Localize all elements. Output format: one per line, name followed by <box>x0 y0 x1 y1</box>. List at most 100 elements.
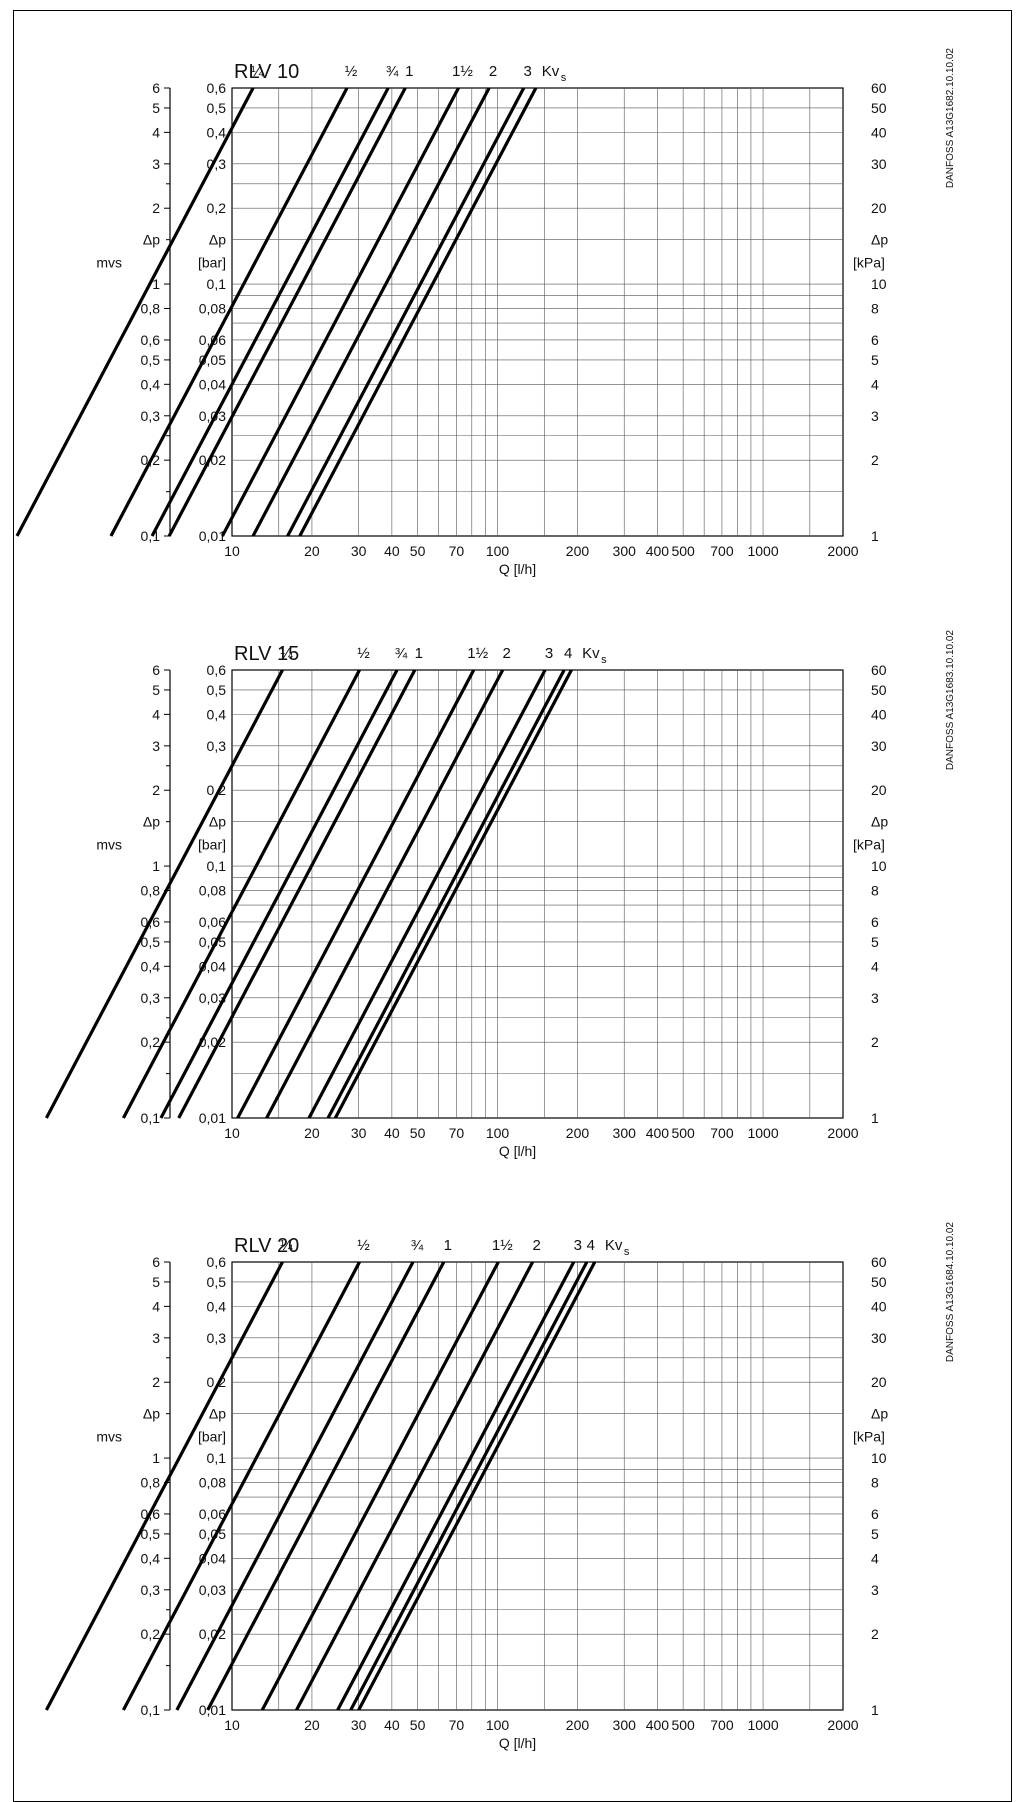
x-tick-label: 10 <box>224 1125 240 1141</box>
bar-tick-label: 0,4 <box>207 706 227 722</box>
kpa-tick-label: 40 <box>871 124 887 140</box>
series-line-2 <box>121 669 361 1119</box>
mvs-tick-label: 0,8 <box>141 1474 161 1490</box>
bar-tick-label: 0,5 <box>207 682 227 698</box>
bar-tick-label: 0,1 <box>207 1450 227 1466</box>
series-line-9 <box>333 669 573 1119</box>
series-label: 2 <box>503 645 511 662</box>
mvs-tick-label: 1 <box>152 276 160 292</box>
x-tick-label: 100 <box>486 1125 510 1141</box>
chart-panel-2: 10 20 30 40 50 70 100 200 300 400 500 700 1000 2000 Q … <box>44 630 956 1159</box>
mvs-unit-label: mvs <box>96 1429 122 1445</box>
mvs-tick-label: 0,1 <box>141 1702 161 1718</box>
series-label: ½ <box>357 1237 370 1254</box>
kpa-tick-label: 20 <box>871 1374 887 1390</box>
mvs-tick-label: 6 <box>152 662 160 678</box>
chart-title: RLV 20 <box>234 1235 299 1257</box>
bar-tick-label: 0,06 <box>199 1506 226 1522</box>
kpa-tick-label: 10 <box>871 858 887 874</box>
bar-unit-label: [bar] <box>198 1429 226 1445</box>
kpa-tick-label: 30 <box>871 156 887 172</box>
series-line-6 <box>265 669 505 1119</box>
x-tick-label: 50 <box>410 1717 426 1733</box>
drawing-code: DANFOSS A13G1683.10.10.02 <box>945 630 956 771</box>
mvs-tick-label: 4 <box>152 124 160 140</box>
mvs-tick-label: 1 <box>152 858 160 874</box>
series-label: 3 <box>545 645 553 662</box>
x-tick-label: 200 <box>566 1717 590 1733</box>
bar-tick-label: 0,01 <box>199 1702 226 1718</box>
mvs-delta-p-label: Δp <box>143 814 160 830</box>
mvs-tick-label: 2 <box>152 200 160 216</box>
bar-delta-p-label: Δp <box>209 232 226 248</box>
x-axis-label: Q [l/h] <box>499 1735 536 1751</box>
x-tick-label: 70 <box>449 1125 465 1141</box>
bar-tick-label: 0,2 <box>207 200 227 216</box>
x-tick-label: 2000 <box>827 1717 858 1733</box>
bar-tick-label: 0,04 <box>199 376 226 392</box>
series-label: ¾ <box>386 63 399 80</box>
series-line-7 <box>336 1261 576 1711</box>
series-line-4 <box>167 87 407 537</box>
series-label: ½ <box>357 645 370 662</box>
x-tick-label: 400 <box>646 1717 670 1733</box>
x-tick-label: 70 <box>449 543 465 559</box>
bar-delta-p-label: Δp <box>209 1406 226 1422</box>
kv-label: Kv <box>582 645 600 662</box>
mvs-tick-label: 0,8 <box>141 300 161 316</box>
bar-tick-label: 0,3 <box>207 1330 227 1346</box>
kpa-tick-label: 3 <box>871 1582 879 1598</box>
x-tick-label: 20 <box>304 1717 320 1733</box>
chart-panel-1: 10 20 30 40 50 70 100 200 300 400 500 700 1000 2000 Q … <box>15 48 956 577</box>
series-label: 1½ <box>492 1237 513 1254</box>
bar-tick-label: 0,01 <box>199 528 226 544</box>
series-label: 1½ <box>452 63 473 80</box>
kpa-delta-p-label: Δp <box>871 814 888 830</box>
mvs-delta-p-label: Δp <box>143 232 160 248</box>
series-label: 2 <box>532 1237 540 1254</box>
kpa-unit-label: [kPa] <box>853 255 885 271</box>
kpa-tick-label: 1 <box>871 528 879 544</box>
x-tick-label: 100 <box>486 1717 510 1733</box>
x-tick-label: 700 <box>710 543 734 559</box>
x-tick-label: 10 <box>224 543 240 559</box>
x-axis-label: Q [l/h] <box>499 561 536 577</box>
mvs-tick-label: 0,1 <box>141 1110 161 1126</box>
x-tick-label: 500 <box>671 1717 695 1733</box>
kpa-tick-label: 5 <box>871 934 879 950</box>
mvs-tick-label: 3 <box>152 156 160 172</box>
series-line-3 <box>150 87 390 537</box>
x-tick-label: 30 <box>351 1717 367 1733</box>
kpa-tick-label: 6 <box>871 332 879 348</box>
x-tick-label: 40 <box>384 1125 400 1141</box>
kpa-unit-label: [kPa] <box>853 837 885 853</box>
bar-tick-label: 0,6 <box>207 662 227 678</box>
x-tick-label: 1000 <box>747 543 778 559</box>
mvs-tick-label: 0,3 <box>141 990 161 1006</box>
series-label: 1 <box>405 63 413 80</box>
mvs-tick-label: 0,3 <box>141 1582 161 1598</box>
kpa-tick-label: 8 <box>871 1474 879 1490</box>
x-tick-label: 1000 <box>747 1717 778 1733</box>
bar-tick-label: 0,06 <box>199 914 226 930</box>
x-tick-label: 50 <box>410 543 426 559</box>
series-line-3 <box>159 669 399 1119</box>
mvs-unit-label: mvs <box>96 255 122 271</box>
bar-tick-label: 0,6 <box>207 80 227 96</box>
mvs-tick-label: 0,4 <box>141 1550 161 1566</box>
x-tick-label: 500 <box>671 543 695 559</box>
chart-title: RLV 10 <box>234 61 299 83</box>
bar-tick-label: 0,4 <box>207 124 227 140</box>
bar-delta-p-label: Δp <box>209 814 226 830</box>
kpa-tick-label: 4 <box>871 1550 879 1566</box>
mvs-tick-label: 4 <box>152 1298 160 1314</box>
kpa-tick-label: 10 <box>871 1450 887 1466</box>
kpa-tick-label: 4 <box>871 958 879 974</box>
kpa-tick-label: 2 <box>871 1034 879 1050</box>
kpa-tick-label: 8 <box>871 300 879 316</box>
series-label: 1½ <box>467 645 488 662</box>
kpa-tick-label: 5 <box>871 352 879 368</box>
bar-tick-label: 0,4 <box>207 1298 227 1314</box>
kpa-tick-label: 60 <box>871 80 887 96</box>
plot-frame <box>231 1261 844 1711</box>
